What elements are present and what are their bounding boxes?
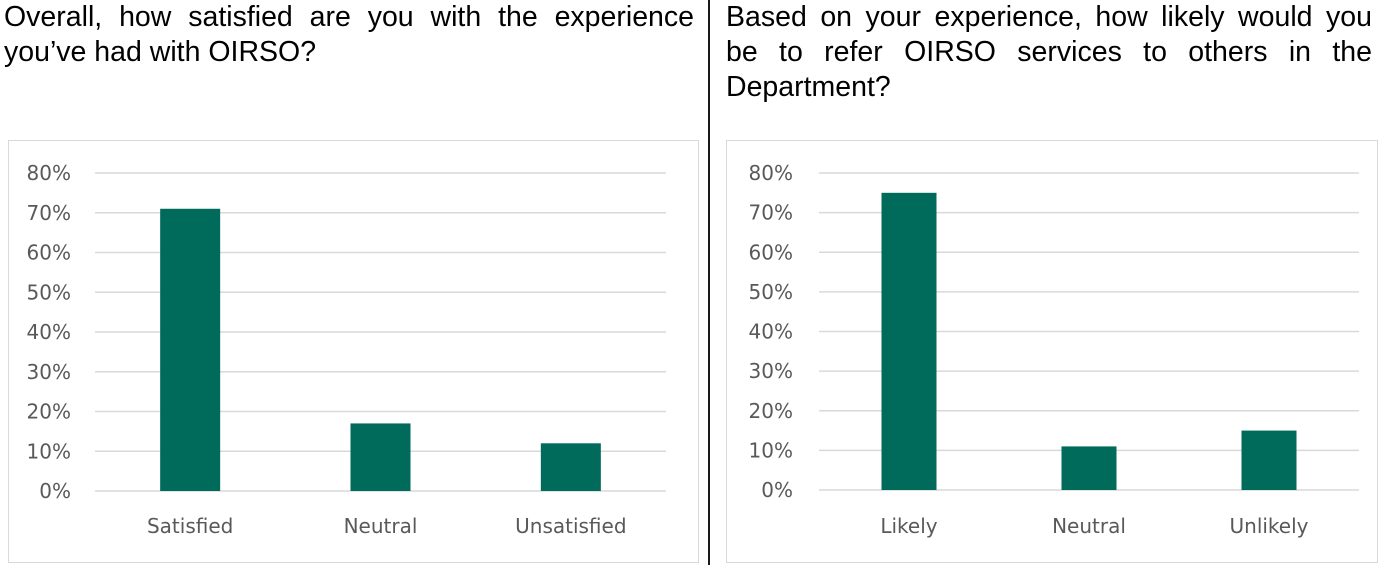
satisfaction-chart: 0% 10% 20% 30% 40% 50% 60% 70% 80% Satisfied Neutr… bbox=[8, 140, 699, 563]
question-text: Based on your experience, how likely wou… bbox=[726, 1, 1372, 103]
y-tick-label: 20% bbox=[27, 400, 71, 424]
y-tick-label: 30% bbox=[749, 359, 793, 383]
y-tick-label: 0% bbox=[761, 478, 793, 502]
bar-unsatisfied bbox=[540, 443, 601, 491]
y-tick-label: 80% bbox=[27, 161, 71, 185]
y-tick-label: 70% bbox=[27, 201, 71, 225]
x-category-label: Neutral bbox=[344, 514, 418, 538]
satisfaction-chart-svg: 0% 10% 20% 30% 40% 50% 60% 70% 80% Satisfied Neutr… bbox=[27, 161, 666, 538]
bar-neutral bbox=[350, 423, 411, 491]
question-text: Overall, how satisfied are you with the … bbox=[4, 1, 694, 68]
right-panel: Based on your experience, how likely wou… bbox=[712, 0, 1380, 565]
referral-chart-svg: 0% 10% 20% 30% 40% 50% 60% 70% 80% Likely Neutral U… bbox=[749, 161, 1359, 538]
y-tick-label: 60% bbox=[749, 240, 793, 264]
y-tick-label: 60% bbox=[27, 241, 71, 265]
y-tick-label: 50% bbox=[27, 280, 71, 304]
referral-chart: 0% 10% 20% 30% 40% 50% 60% 70% 80% Likely Neutral U… bbox=[726, 140, 1378, 563]
x-category-label: Likely bbox=[880, 514, 937, 538]
y-tick-label: 30% bbox=[27, 360, 71, 384]
y-tick-label: 10% bbox=[749, 438, 793, 462]
y-tick-label: 20% bbox=[749, 399, 793, 423]
y-tick-label: 70% bbox=[749, 201, 793, 225]
x-category-label: Neutral bbox=[1052, 514, 1126, 538]
y-tick-label: 50% bbox=[749, 280, 793, 304]
x-category-label: Satisfied bbox=[147, 514, 233, 538]
y-tick-label: 0% bbox=[39, 479, 71, 503]
bar-likely bbox=[881, 192, 937, 490]
bar-unlikely bbox=[1241, 430, 1297, 490]
y-tick-label: 40% bbox=[749, 320, 793, 344]
bar-neutral bbox=[1061, 446, 1117, 490]
panel-divider bbox=[708, 0, 710, 565]
y-tick-label: 80% bbox=[749, 161, 793, 185]
bar-satisfied bbox=[160, 208, 221, 491]
y-tick-label: 40% bbox=[27, 320, 71, 344]
left-panel: Overall, how satisfied are you with the … bbox=[4, 1, 699, 563]
y-tick-label: 10% bbox=[27, 439, 71, 463]
x-category-label: Unsatisfied bbox=[515, 514, 626, 538]
x-category-label: Unlikely bbox=[1230, 514, 1309, 538]
